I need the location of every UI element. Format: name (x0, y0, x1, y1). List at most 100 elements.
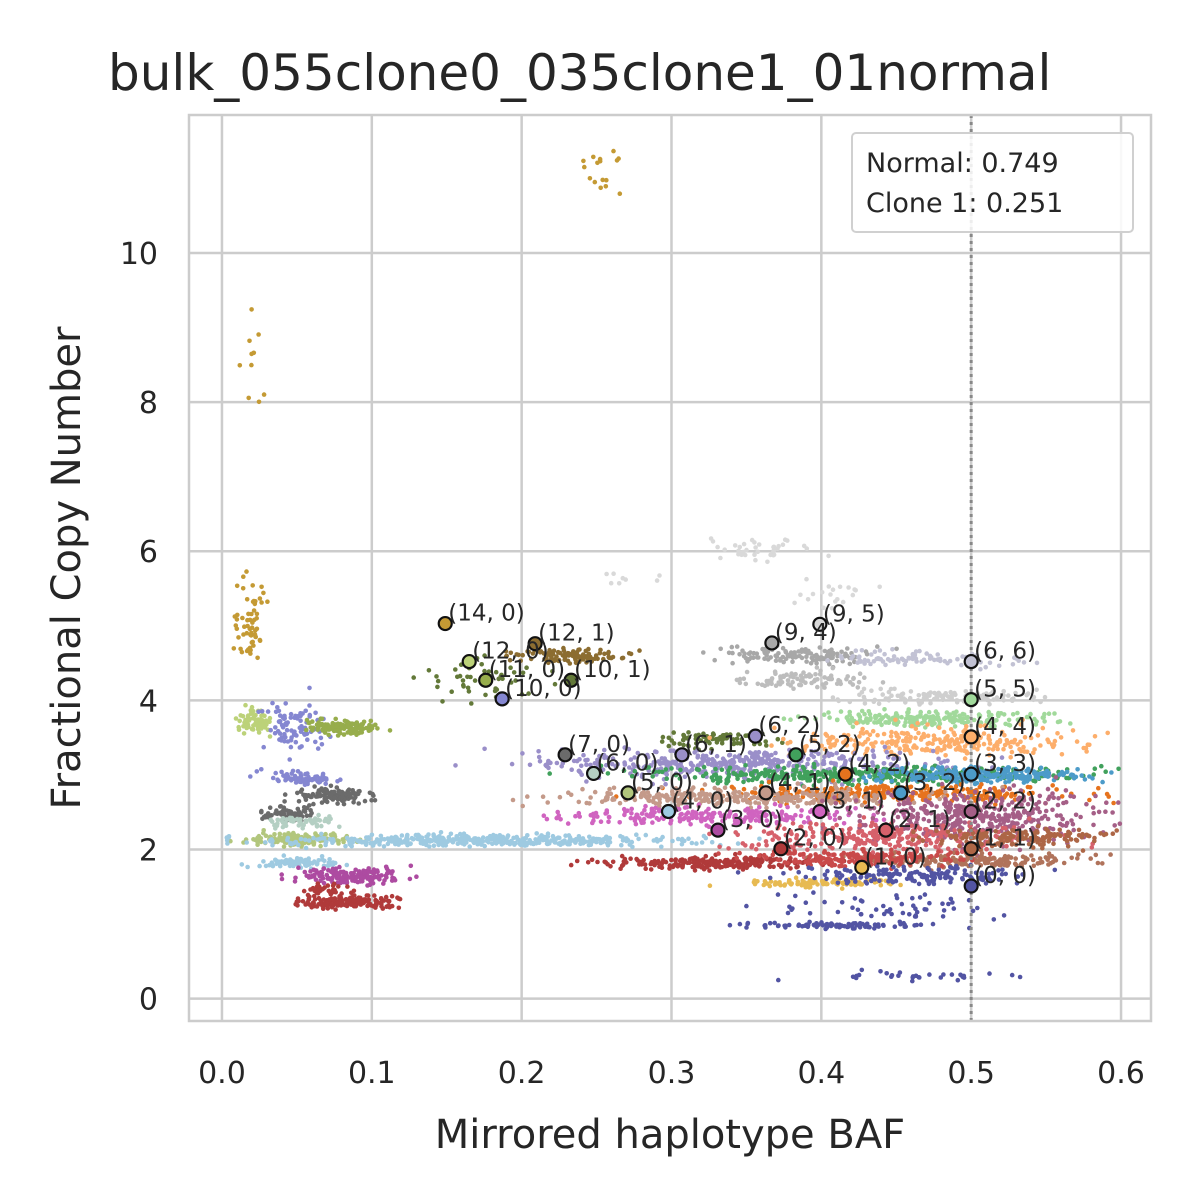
data-point (569, 767, 574, 772)
data-point (520, 751, 525, 756)
data-point (889, 738, 895, 744)
data-point (283, 701, 289, 706)
data-point (309, 819, 314, 825)
data-point (738, 770, 744, 775)
data-point (1011, 740, 1016, 745)
data-point (701, 764, 707, 770)
data-point (780, 542, 786, 547)
data-point (257, 863, 262, 869)
data-point (1078, 814, 1083, 820)
data-point (864, 651, 870, 657)
data-point (415, 835, 421, 840)
data-point (362, 869, 367, 875)
data-point (249, 362, 254, 368)
data-point (309, 777, 315, 783)
data-point (288, 778, 294, 783)
data-point (850, 654, 856, 659)
data-point (245, 864, 250, 870)
data-point (830, 695, 836, 700)
data-point (337, 864, 342, 870)
data-point (288, 715, 294, 720)
data-point (1087, 797, 1092, 803)
data-point (810, 591, 816, 597)
data-point (616, 156, 621, 161)
data-point (324, 872, 330, 878)
data-point (332, 860, 338, 866)
data-point (739, 757, 745, 763)
data-point (985, 778, 990, 784)
data-point (588, 812, 594, 818)
data-point (315, 727, 321, 733)
data-point (289, 735, 294, 740)
data-point (328, 792, 333, 798)
data-point (869, 652, 874, 657)
data-point (303, 858, 309, 864)
data-point (554, 760, 560, 766)
data-point (279, 876, 285, 882)
data-point (1021, 780, 1027, 785)
data-point (463, 838, 469, 843)
data-point (324, 777, 329, 782)
data-point (637, 648, 642, 653)
data-point (850, 592, 856, 598)
data-point (925, 722, 930, 727)
data-point (241, 731, 247, 736)
data-point (534, 831, 539, 836)
data-point (231, 646, 237, 651)
data-point (838, 709, 844, 714)
data-point (945, 734, 950, 739)
data-point (257, 722, 263, 728)
data-point (320, 906, 326, 911)
data-point (722, 547, 727, 552)
data-point (768, 655, 773, 660)
data-point (312, 784, 317, 789)
data-point (303, 797, 309, 803)
data-point (785, 652, 791, 658)
data-point (702, 817, 708, 823)
data-point (320, 777, 325, 782)
data-point (518, 838, 524, 844)
data-point (1105, 730, 1110, 736)
data-point (296, 799, 302, 804)
data-point (709, 775, 715, 780)
data-point (962, 820, 968, 825)
data-point (341, 732, 347, 737)
data-point (579, 763, 584, 769)
data-point (286, 831, 291, 836)
data-point (307, 703, 312, 708)
data-point (284, 857, 289, 863)
data-point (275, 817, 281, 823)
point-cluster (293, 893, 403, 912)
data-point (689, 840, 695, 846)
data-point (1104, 791, 1110, 797)
point-cluster (231, 569, 270, 661)
data-point (458, 832, 464, 838)
data-point (270, 775, 276, 781)
data-point (1084, 801, 1089, 807)
data-point (320, 771, 326, 777)
data-point (891, 654, 897, 659)
data-point (872, 649, 878, 654)
data-point (592, 789, 598, 795)
data-point (249, 726, 255, 732)
data-point (1109, 770, 1114, 775)
data-point (303, 727, 309, 733)
data-point (877, 648, 883, 653)
data-point (671, 741, 677, 746)
data-point (732, 543, 738, 548)
data-point (797, 682, 802, 688)
data-point (916, 730, 921, 736)
data-point (294, 733, 299, 738)
data-point (622, 812, 627, 818)
point-cluster (233, 702, 273, 739)
data-point (251, 350, 257, 356)
data-point (893, 717, 898, 723)
data-point (608, 580, 614, 586)
data-point (862, 701, 868, 706)
data-point (332, 896, 338, 902)
data-point (675, 836, 681, 842)
data-point (298, 789, 304, 794)
data-point (247, 626, 253, 632)
data-point (749, 772, 754, 777)
data-point (381, 881, 386, 886)
